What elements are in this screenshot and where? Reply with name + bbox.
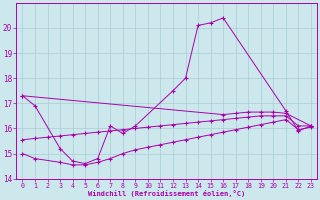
X-axis label: Windchill (Refroidissement éolien,°C): Windchill (Refroidissement éolien,°C) [88,190,245,197]
